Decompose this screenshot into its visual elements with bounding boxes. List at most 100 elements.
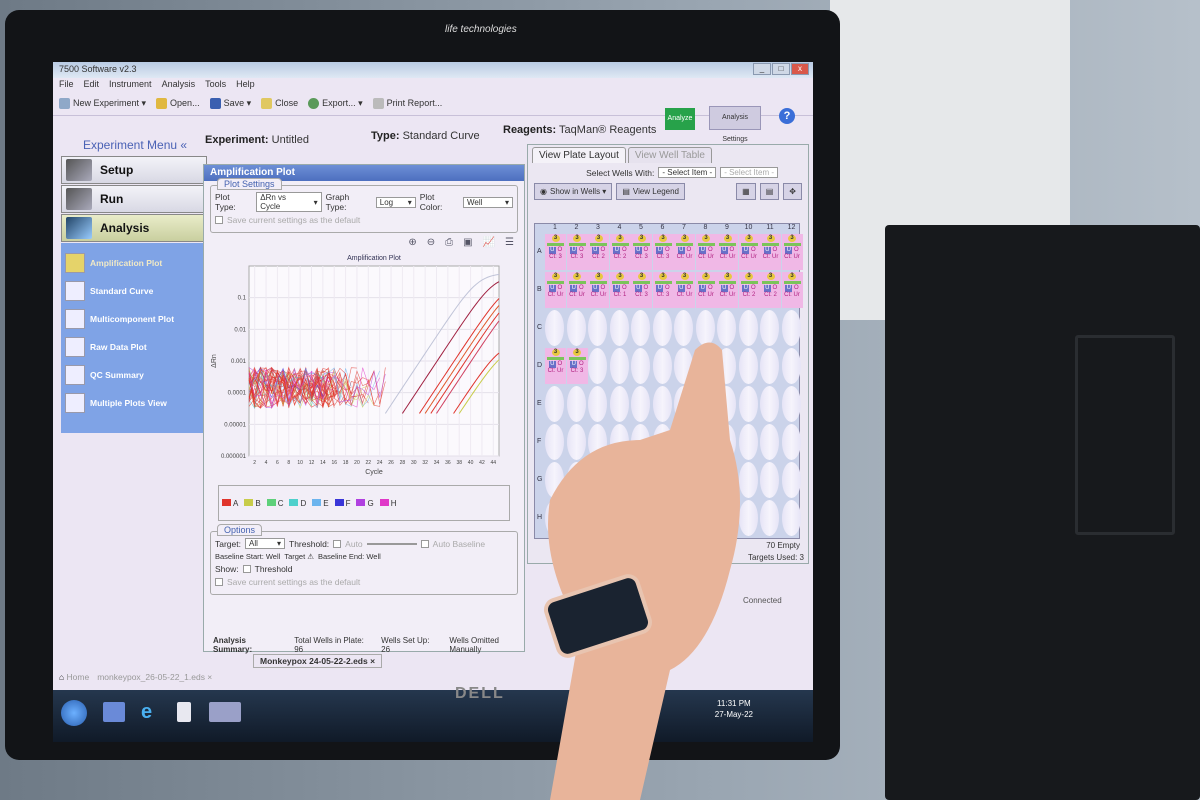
close-button[interactable]: Close [261, 98, 298, 110]
empty-well[interactable] [588, 386, 607, 422]
menu-analysis[interactable]: Analysis [161, 79, 196, 89]
empty-well[interactable] [674, 310, 693, 346]
well-B2[interactable]: 3 U O Ct: Ur [566, 272, 588, 308]
nav-run[interactable]: Run [61, 185, 207, 213]
analyze-button[interactable]: Analyze [665, 108, 695, 130]
minimize-button[interactable]: _ [753, 63, 771, 75]
close-window-button[interactable]: x [791, 63, 809, 75]
menu-tools[interactable]: Tools [205, 79, 227, 89]
show-threshold-checkbox[interactable] [242, 565, 251, 573]
empty-well[interactable] [738, 386, 758, 422]
well-A3[interactable]: 3 U O Ct: 2 [588, 234, 609, 270]
empty-well[interactable] [738, 500, 758, 536]
well-A2[interactable]: 3 U O Ct: 3 [566, 234, 588, 270]
well-D1[interactable]: 3 U O Ct: Ur [545, 348, 566, 384]
start-button[interactable] [61, 700, 87, 726]
column-header[interactable]: 12 [787, 224, 796, 231]
empty-well[interactable] [738, 424, 758, 460]
auto-baseline-checkbox[interactable] [420, 539, 429, 548]
export-button[interactable]: Export... ▾ [308, 98, 363, 110]
home-tab[interactable]: ⌂ Home [59, 672, 89, 682]
tab-view-plate-layout[interactable]: View Plate Layout [532, 147, 626, 163]
file-tab[interactable]: monkeypox_26-05-22_1.eds × [97, 672, 213, 682]
well-B10[interactable]: 3 U O Ct: 2 [738, 272, 760, 308]
graph-type-select[interactable]: Log ▾ [375, 196, 416, 208]
auto-threshold-checkbox[interactable] [333, 539, 342, 548]
plate-view-icon-2[interactable]: ▤ [759, 183, 780, 200]
well-B4[interactable]: 3 U O Ct: 1 [609, 272, 631, 308]
plot-settings-tab[interactable]: Plot Settings [217, 178, 282, 190]
plate-view-icon-3[interactable]: ✥ [783, 183, 802, 200]
menu-instrument[interactable]: Instrument [109, 79, 152, 89]
empty-well[interactable] [738, 462, 758, 498]
well-A8[interactable]: 3 U O Ct: Ur [695, 234, 717, 270]
open-button[interactable]: Open... [156, 98, 200, 110]
nav-analysis[interactable]: Analysis [61, 214, 207, 242]
menu-file[interactable]: File [59, 79, 74, 89]
empty-well[interactable] [566, 386, 586, 422]
well-A9[interactable]: 3 U O Ct: Ur [717, 234, 738, 270]
save-button[interactable]: Save ▾ [209, 98, 251, 110]
save-default-checkbox[interactable] [215, 216, 223, 224]
menu-help[interactable]: Help [236, 79, 255, 89]
empty-well[interactable] [781, 348, 801, 384]
analysis-settings-button[interactable]: Analysis Settings [709, 106, 761, 143]
empty-well[interactable] [631, 310, 650, 346]
well-B1[interactable]: 3 U O Ct: Ur [545, 272, 566, 308]
empty-well[interactable] [609, 310, 629, 346]
select-wells-dropdown-1[interactable]: - Select Item - [658, 167, 717, 178]
7500-software-taskbar-icon[interactable] [209, 702, 241, 722]
well-A10[interactable]: 3 U O Ct: Ur [738, 234, 760, 270]
empty-well[interactable] [566, 310, 586, 346]
experiment-menu-title[interactable]: Experiment Menu « [83, 138, 188, 152]
well-B12[interactable]: 3 U O Ct: Ur [781, 272, 803, 308]
row-header[interactable]: B [537, 286, 542, 293]
empty-well[interactable] [738, 348, 758, 384]
print-icon[interactable]: ⎙ [445, 237, 454, 248]
empty-well[interactable] [760, 500, 779, 536]
well-A6[interactable]: 3 U O Ct: 3 [652, 234, 674, 270]
well-B3[interactable]: 3 U O Ct: Ur [588, 272, 609, 308]
maximize-button[interactable]: □ [772, 63, 790, 75]
empty-well[interactable] [760, 462, 779, 498]
column-header[interactable]: 11 [766, 224, 774, 231]
empty-well[interactable] [652, 348, 672, 384]
empty-well[interactable] [760, 310, 779, 346]
plot-color-select[interactable]: Well ▾ [463, 196, 513, 208]
submenu-raw-data-plot[interactable]: Raw Data Plot [65, 333, 203, 361]
menu-edit[interactable]: Edit [83, 79, 100, 89]
column-header[interactable]: 8 [703, 224, 708, 231]
graph-icon[interactable]: 📈 [482, 237, 496, 248]
well-B8[interactable]: 3 U O Ct: Ur [695, 272, 717, 308]
column-header[interactable]: 6 [660, 224, 665, 231]
empty-well[interactable] [566, 424, 586, 460]
well-B5[interactable]: 3 U O Ct: 3 [631, 272, 652, 308]
empty-well[interactable] [760, 386, 779, 422]
column-header[interactable]: 7 [682, 224, 686, 231]
row-header[interactable]: E [537, 400, 542, 407]
zoom-in-icon[interactable]: ⊕ [408, 237, 417, 248]
empty-well[interactable] [738, 310, 758, 346]
select-wells-dropdown-2[interactable]: - Select Item - [720, 167, 778, 178]
row-header[interactable]: G [537, 476, 543, 483]
well-A7[interactable]: 3 U O Ct: Ur [674, 234, 695, 270]
empty-well[interactable] [652, 386, 672, 422]
column-header[interactable]: 2 [574, 224, 579, 231]
empty-well[interactable] [695, 310, 715, 346]
threshold-input[interactable] [366, 542, 417, 545]
well-D2[interactable]: 3 U O Ct: 3 [566, 348, 588, 384]
column-header[interactable]: 10 [744, 224, 753, 231]
empty-well[interactable] [545, 424, 564, 460]
row-header[interactable]: C [537, 324, 543, 331]
new-experiment-button[interactable]: New Experiment ▾ [59, 98, 146, 110]
document-icon[interactable] [177, 702, 191, 722]
empty-well[interactable] [781, 386, 801, 422]
empty-well[interactable] [609, 348, 629, 384]
column-header[interactable]: 4 [617, 224, 622, 231]
save-options-default-checkbox[interactable] [215, 578, 223, 586]
desktop-icon[interactable] [103, 702, 125, 722]
submenu-standard-curve[interactable]: Standard Curve [65, 277, 203, 305]
empty-well[interactable] [781, 424, 801, 460]
row-header[interactable]: H [537, 514, 543, 521]
well-B7[interactable]: 3 U O Ct: Ur [674, 272, 695, 308]
